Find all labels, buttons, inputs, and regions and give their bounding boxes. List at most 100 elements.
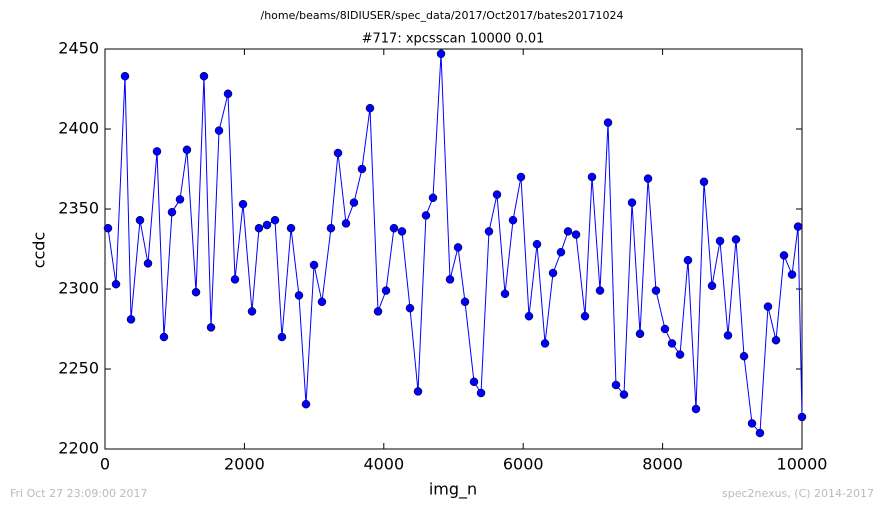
x-tick-label: 10000 [777, 455, 828, 474]
x-axis-label: img_n [429, 480, 477, 500]
point [651, 286, 661, 295]
point [126, 315, 136, 324]
point [333, 148, 343, 158]
point [436, 49, 446, 59]
point [206, 323, 216, 332]
y-tick-label: 2250 [58, 359, 99, 378]
point [556, 247, 566, 257]
point [270, 215, 280, 225]
footer-right: spec2nexus, (C) 2014-2017 [722, 487, 874, 500]
point [247, 307, 257, 316]
x-tick-label: 8000 [642, 455, 683, 474]
x-tick-label: 6000 [503, 455, 544, 474]
plot-frame [104, 48, 803, 450]
point [199, 71, 209, 81]
x-tick-label: 0 [100, 455, 110, 474]
point [182, 145, 192, 155]
point [627, 198, 637, 207]
point [111, 279, 121, 289]
point [731, 235, 741, 244]
point [580, 311, 590, 321]
point [120, 71, 130, 81]
point [723, 331, 733, 340]
point [230, 275, 240, 284]
point [715, 236, 725, 246]
point [277, 332, 287, 342]
point [540, 339, 550, 348]
point [683, 255, 693, 265]
point [309, 260, 319, 270]
point [223, 89, 233, 99]
point [603, 118, 613, 127]
point [262, 220, 272, 230]
point [381, 286, 391, 295]
point [691, 404, 701, 414]
footer-left: Fri Oct 27 23:09:00 2017 [10, 487, 148, 500]
suptitle: /home/beams/8IDIUSER/spec_data/2017/Oct2… [261, 9, 624, 22]
point [747, 419, 757, 428]
point [341, 219, 351, 228]
point [699, 177, 709, 187]
point [152, 147, 162, 156]
point [191, 287, 201, 297]
point [159, 332, 169, 342]
point [667, 339, 677, 348]
point [755, 428, 765, 438]
point [445, 275, 455, 284]
point [595, 286, 605, 295]
x-tick-label: 2000 [224, 455, 265, 474]
point [660, 324, 670, 334]
chart-title: #717: xpcsscan 10000 0.01 [362, 32, 545, 47]
point [797, 412, 807, 422]
point [739, 351, 749, 361]
point [254, 223, 264, 233]
point [460, 297, 470, 307]
point [103, 223, 113, 233]
point [587, 172, 597, 182]
line [107, 53, 803, 435]
point [428, 193, 438, 203]
point [619, 390, 629, 399]
point [524, 311, 534, 321]
point [397, 227, 407, 236]
point [492, 190, 502, 199]
point [413, 387, 423, 396]
point [469, 377, 479, 387]
point [675, 350, 685, 359]
x-tick-label: 4000 [363, 455, 404, 474]
point [484, 227, 494, 236]
y-tick-label: 2200 [58, 439, 99, 458]
point [317, 297, 327, 307]
point [571, 230, 581, 239]
point [238, 199, 248, 209]
point [167, 207, 177, 217]
point [453, 243, 463, 252]
point [365, 103, 375, 113]
point [643, 174, 653, 183]
point [500, 289, 510, 299]
point [787, 270, 797, 279]
point [294, 291, 304, 300]
point [143, 259, 153, 268]
point [373, 307, 383, 316]
y-tick-label: 2450 [58, 39, 99, 58]
point [349, 198, 359, 207]
point [793, 222, 803, 231]
point [326, 223, 336, 233]
point [508, 215, 518, 225]
point [771, 335, 781, 345]
point [611, 380, 621, 390]
point [779, 251, 789, 260]
point [214, 126, 224, 135]
point [532, 239, 542, 249]
point [389, 223, 399, 233]
point [421, 211, 431, 220]
y-tick-label: 2300 [58, 279, 99, 298]
point [135, 215, 145, 225]
point [635, 329, 645, 339]
point [301, 399, 311, 409]
point [707, 281, 717, 291]
y-tick-label: 2350 [58, 199, 99, 218]
point [548, 268, 558, 278]
